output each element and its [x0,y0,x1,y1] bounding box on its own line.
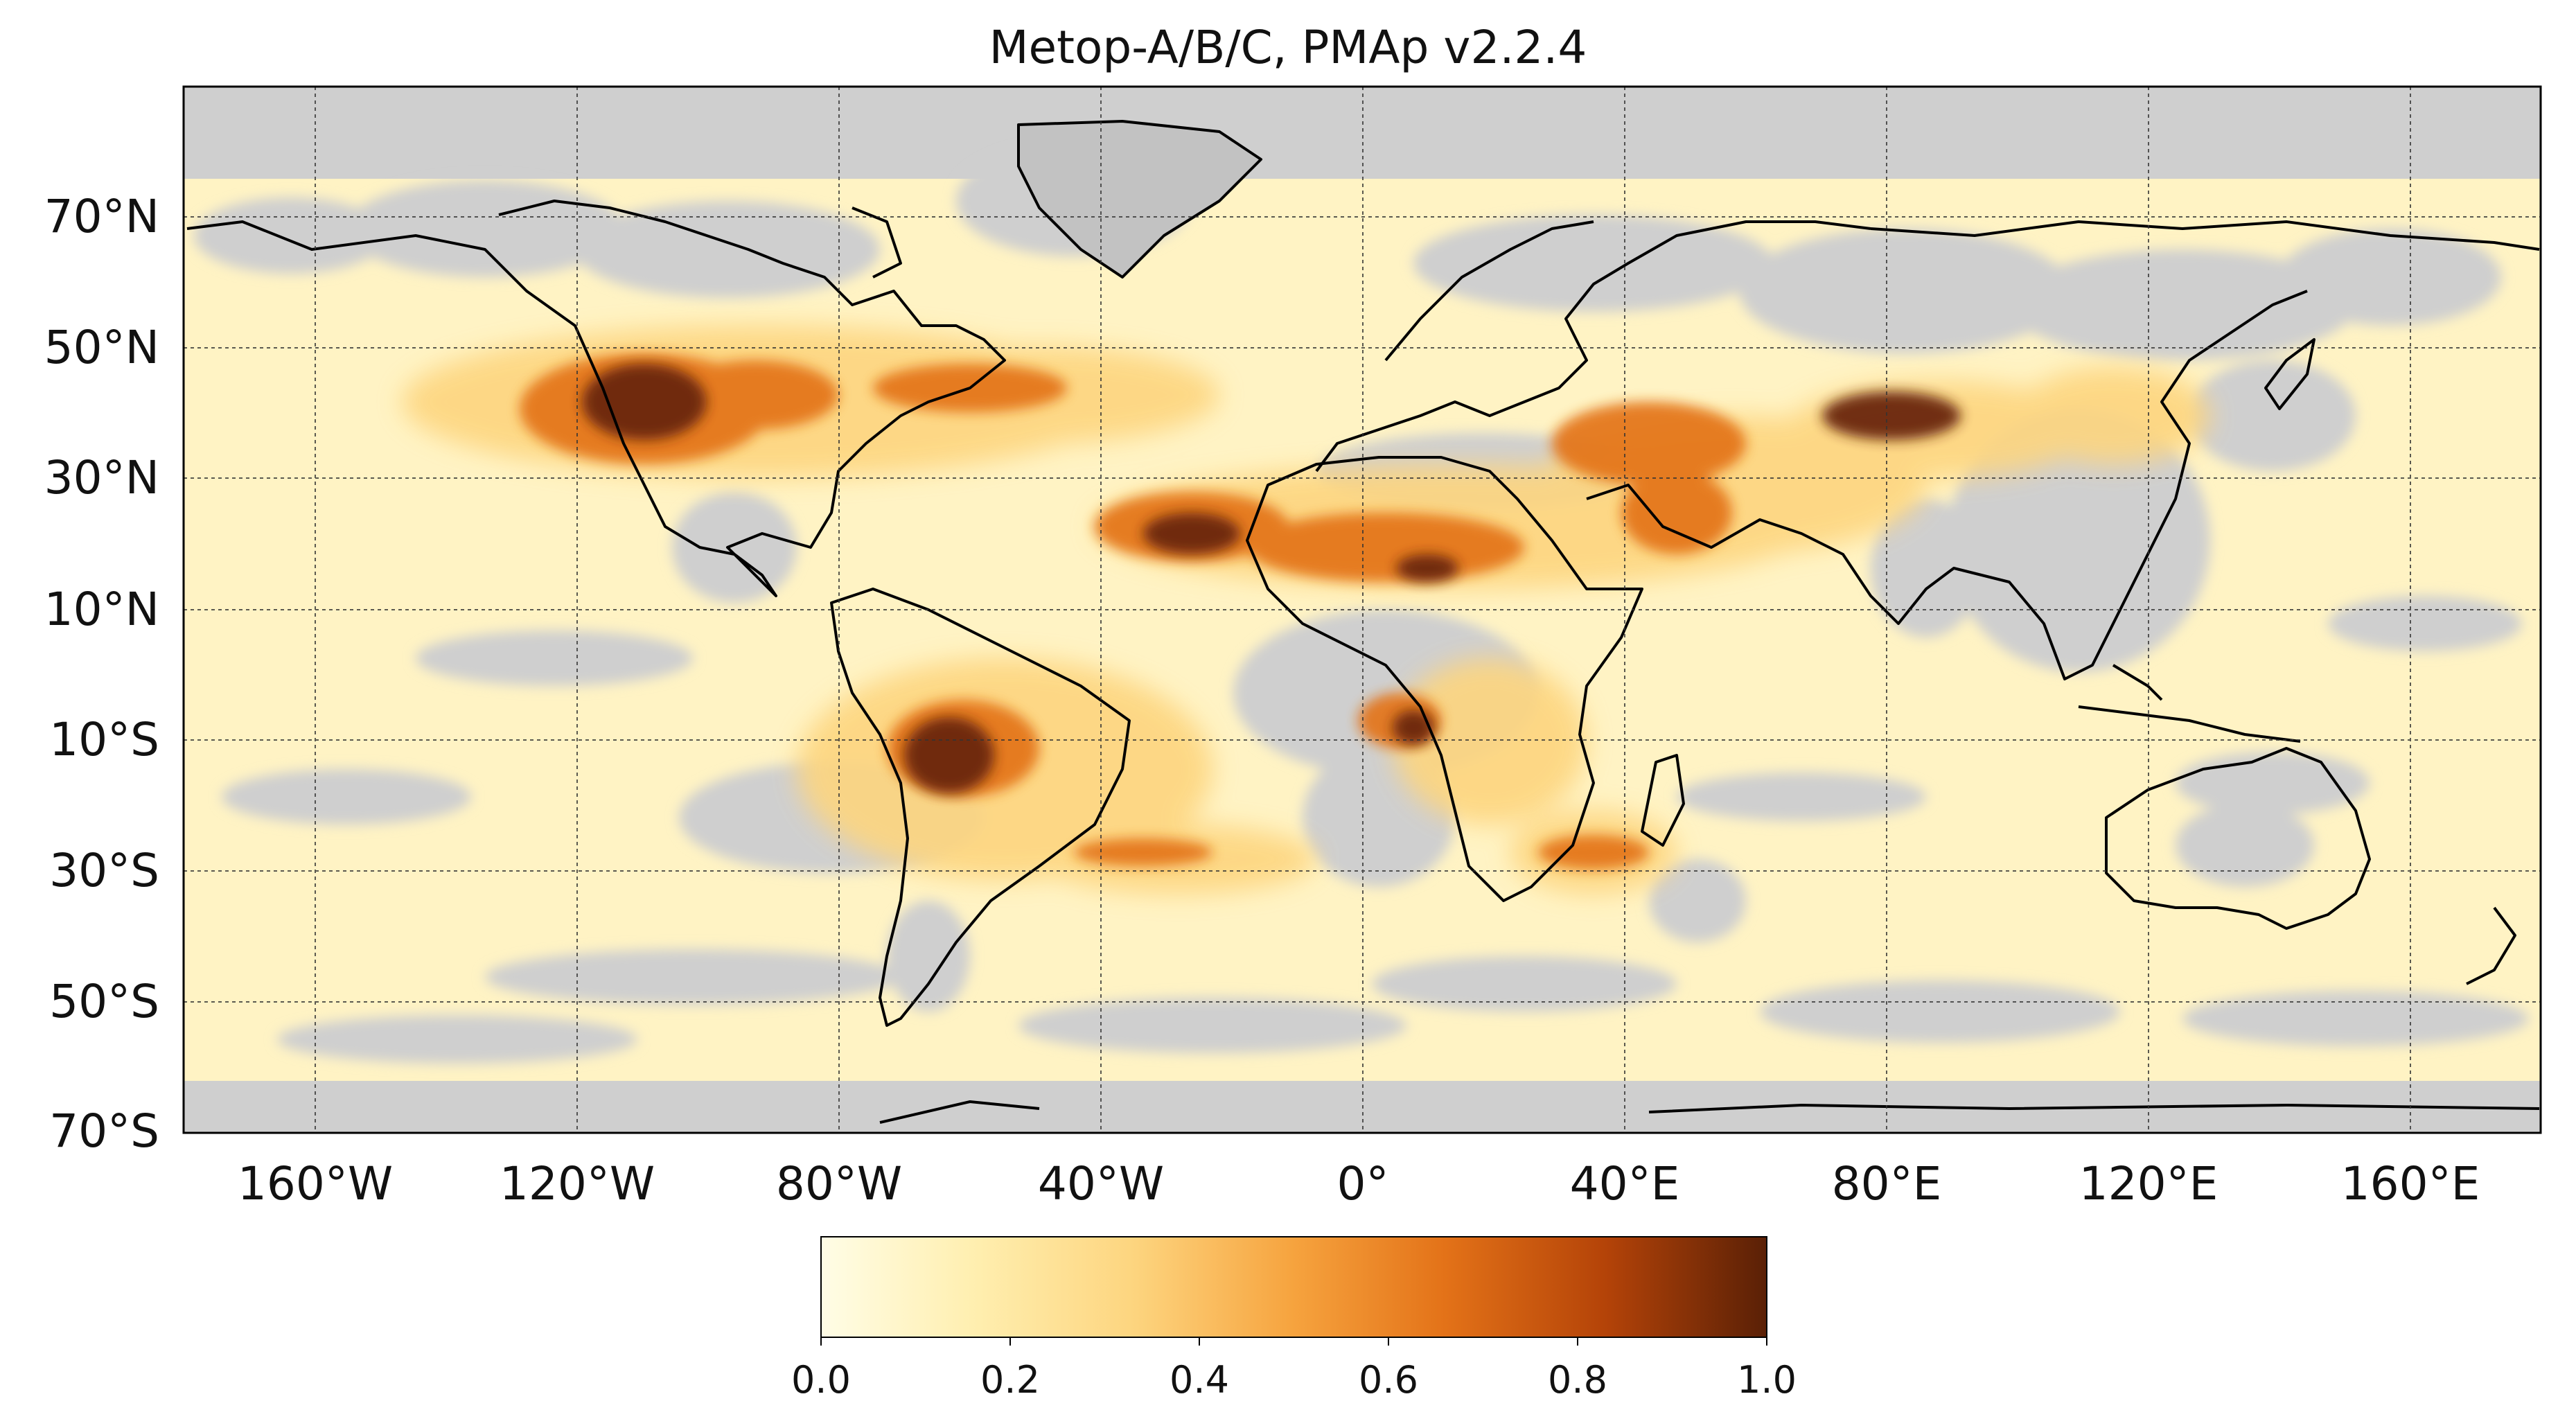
colorbar-ticks [820,1337,1767,1346]
lon-label-80e: 80°E [1831,1157,1942,1210]
colorbar-tick-label: 0.2 [980,1358,1040,1402]
lat-label-70n: 70°N [44,190,159,243]
lon-label-40w: 40°W [1037,1157,1165,1210]
very-high-values [582,364,1961,793]
lat-label-30n: 30°N [44,451,159,504]
lon-label-80w: 80°W [775,1157,903,1210]
map-title: Metop-A/B/C, PMAp v2.2.4 [989,21,1587,74]
lon-label-120w: 120°W [499,1157,655,1210]
lat-label-10n: 10°N [44,583,159,636]
colorbar-tick-label: 0.6 [1359,1358,1418,1402]
lat-label-50s: 50°S [49,975,159,1028]
colorbar-tick-label: 1.0 [1737,1358,1797,1402]
lat-label-10s: 10°S [49,713,159,766]
lon-label-120e: 120°E [2079,1157,2218,1210]
greenland-no-data [1018,121,1261,277]
colorbar [820,1236,1767,1338]
colorbar-tick-label: 0.4 [1170,1358,1229,1402]
no-data-patches [194,146,2529,1064]
colorbar-tick-label: 0.8 [1548,1358,1607,1402]
gridlines [184,87,2541,1133]
lon-label-40e: 40°E [1569,1157,1680,1210]
lat-label-50n: 50°N [44,321,159,374]
colorbar-tick-label: 0.0 [791,1358,851,1402]
map-border [182,85,2542,1134]
map-field [184,87,2541,1133]
lat-label-30s: 30°S [49,844,159,897]
lon-label-0: 0° [1336,1157,1389,1210]
lon-label-160e: 160°E [2340,1157,2480,1210]
coastlines [186,120,2540,1124]
lon-label-160w: 160°W [237,1157,394,1210]
lat-label-70s: 70°S [49,1104,159,1158]
